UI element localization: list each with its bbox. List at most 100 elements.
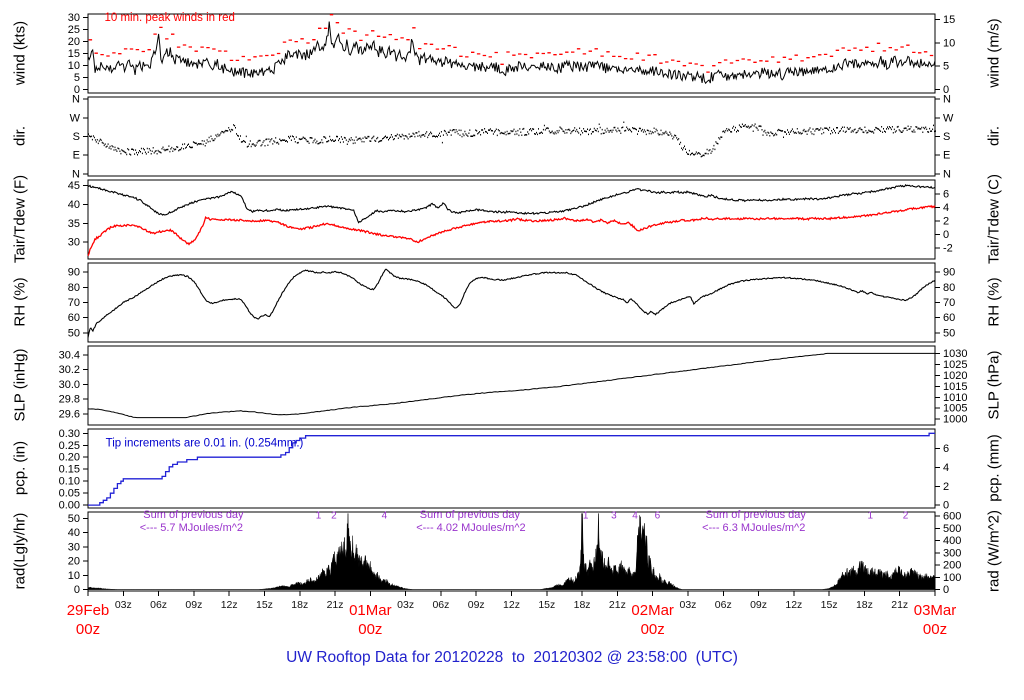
tick-label-right-wind: 0 xyxy=(943,84,949,96)
x-hour-label: 03z xyxy=(679,599,696,611)
tick-label-left-tair: 30 xyxy=(68,237,80,249)
ylabel-right-dir: dir. xyxy=(985,125,1003,147)
ylabel-left-pcp: pcp. (in) xyxy=(11,440,29,496)
x-hour-label: 12z xyxy=(503,599,520,611)
series-tair-f xyxy=(87,183,936,224)
x-hour-label: 09z xyxy=(185,599,202,611)
ylabel-right-rad: rad (W/m^2) xyxy=(985,509,1003,593)
annotation-wind: 10 min. peak winds in red xyxy=(104,12,234,24)
uv-index-marker: 1 xyxy=(868,511,874,522)
tick-label-left-pcp: 0.10 xyxy=(59,476,80,488)
tick-label-right-slp: 1025 xyxy=(943,359,967,371)
tick-label-left-slp: 30.4 xyxy=(59,349,80,361)
ylabel-left-slp: SLP (inHg) xyxy=(11,348,29,422)
tick-label-right-dir: N xyxy=(943,94,951,106)
x-hour-label: 12z xyxy=(785,599,802,611)
ylabel-right-rh: RH (%) xyxy=(985,277,1003,327)
x-hour-label: 12z xyxy=(221,599,238,611)
tick-label-left-slp: 30.2 xyxy=(59,364,80,376)
tick-label-right-pcp: 2 xyxy=(943,481,949,493)
tick-label-right-rad: 500 xyxy=(943,523,961,535)
x-hour-label: 21z xyxy=(327,599,344,611)
panel-box-slp xyxy=(87,345,936,426)
tick-label-right-rad: 600 xyxy=(943,511,961,523)
ylabel-right-wind: wind (m/s) xyxy=(985,18,1003,88)
tick-label-right-rh: 90 xyxy=(943,267,955,279)
tick-label-right-slp: 1005 xyxy=(943,403,967,415)
panel-box-pcp xyxy=(87,428,936,509)
x-hour-label: 15z xyxy=(256,599,273,611)
panel-box-wind xyxy=(87,13,936,94)
uv-index-marker: 2 xyxy=(903,511,909,522)
ylabel-left-rh: RH (%) xyxy=(11,277,29,327)
tick-label-left-tair: 40 xyxy=(68,199,80,211)
panel-box-tair xyxy=(87,179,936,260)
x-hour-label: 15z xyxy=(821,599,838,611)
annotation-rad: <--- 5.7 MJoules/m^2 xyxy=(140,522,243,534)
tick-label-left-dir: E xyxy=(73,150,80,162)
uv-index-marker: 4 xyxy=(382,511,388,522)
x-hour-label: 03z xyxy=(397,599,414,611)
tick-label-right-tair: 6 xyxy=(943,188,949,200)
tick-label-left-pcp: 0.25 xyxy=(59,440,80,452)
x-date-label: 03Mar xyxy=(914,602,957,619)
tick-label-right-slp: 1000 xyxy=(943,414,967,426)
x-hour-label: 18z xyxy=(291,599,308,611)
tick-label-left-wind: 20 xyxy=(68,36,80,48)
series-sea-level-pressure-inhg xyxy=(87,352,935,419)
tick-label-left-pcp: 0.05 xyxy=(59,488,80,500)
tick-label-left-wind: 15 xyxy=(68,48,80,60)
tick-label-left-rh: 60 xyxy=(68,312,80,324)
series-wind-direction-deg xyxy=(88,121,936,158)
ylabel-right-slp: SLP (hPa) xyxy=(985,350,1003,420)
tick-label-right-rh: 60 xyxy=(943,312,955,324)
uv-index-marker: 3 xyxy=(611,511,617,522)
x-hour-label: 06z xyxy=(432,599,449,611)
tick-label-left-rad: 40 xyxy=(68,527,80,539)
annotation-rad: <--- 4.02 MJoules/m^2 xyxy=(416,522,525,534)
tick-label-left-wind: 25 xyxy=(68,24,80,36)
ylabel-left-tair: Tair/Tdew (F) xyxy=(11,174,29,264)
annotation-rad: Sum of previous day xyxy=(420,509,521,521)
tick-label-left-slp: 30.0 xyxy=(59,379,80,391)
tick-label-left-tair: 35 xyxy=(68,218,80,230)
x-date-label: 02Mar xyxy=(631,602,674,619)
series-solar-radiation-lgly-hr xyxy=(87,513,936,590)
tick-label-left-rh: 50 xyxy=(68,327,80,339)
series-wind-10min-peak-kts xyxy=(88,14,934,73)
tick-label-right-slp: 1020 xyxy=(943,370,967,382)
figure-title: UW Rooftop Data for 20120228 to 20120302… xyxy=(286,649,738,666)
tick-label-right-rad: 400 xyxy=(943,535,961,547)
tick-label-right-slp: 1015 xyxy=(943,381,967,393)
x-date-label-z: 00z xyxy=(641,621,665,638)
series-wind-avg-kts xyxy=(87,21,936,85)
tick-label-right-tair: 2 xyxy=(943,216,949,228)
tick-label-left-dir: W xyxy=(70,112,81,124)
x-hour-label: 21z xyxy=(609,599,626,611)
x-hour-label: 18z xyxy=(856,599,873,611)
tick-label-right-rad: 0 xyxy=(943,584,949,596)
tick-label-left-slp: 29.8 xyxy=(59,394,80,406)
uv-index-marker: 1 xyxy=(316,511,322,522)
series-tdew-f xyxy=(87,204,936,256)
tick-label-right-slp: 1030 xyxy=(943,348,967,360)
x-date-label: 29Feb xyxy=(67,602,110,619)
x-date-label-z: 00z xyxy=(76,621,100,638)
tick-label-left-dir: N xyxy=(72,168,80,180)
tick-label-left-pcp: 0.30 xyxy=(59,428,80,440)
uv-index-marker: 6 xyxy=(655,511,661,522)
annotation-rad: Sum of previous day xyxy=(706,509,807,521)
tick-label-right-dir: N xyxy=(943,168,951,180)
tick-label-right-rad: 300 xyxy=(943,547,961,559)
annotation-rad: Sum of previous day xyxy=(143,509,244,521)
tick-label-right-rad: 100 xyxy=(943,572,961,584)
series-relative-humidity-pct xyxy=(87,268,936,338)
x-hour-label: 06z xyxy=(715,599,732,611)
tick-label-left-rad: 0 xyxy=(74,584,80,596)
tick-label-right-tair: 4 xyxy=(943,202,949,214)
x-hour-label: 09z xyxy=(468,599,485,611)
tick-label-left-tair: 45 xyxy=(68,180,80,192)
tick-label-right-pcp: 4 xyxy=(943,462,949,474)
tick-label-right-wind: 15 xyxy=(943,14,955,26)
